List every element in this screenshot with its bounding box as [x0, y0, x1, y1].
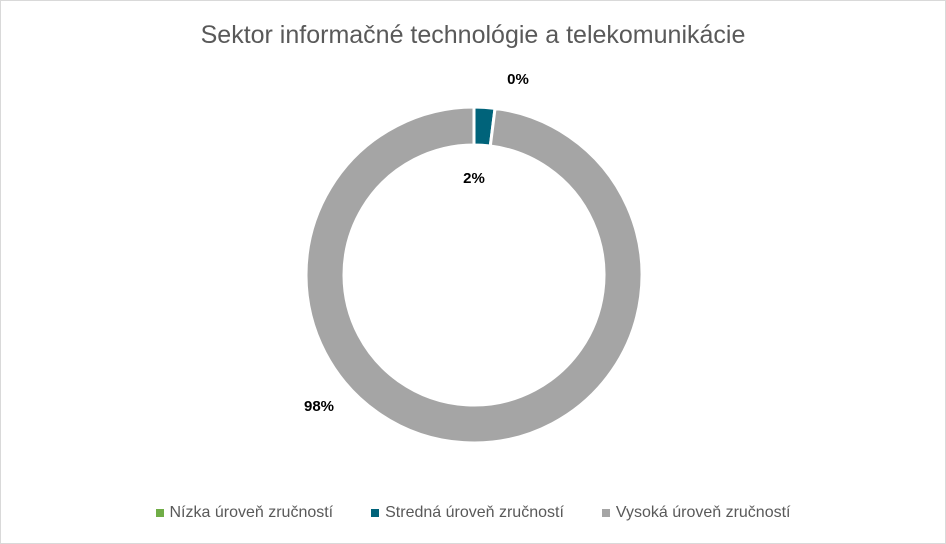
legend: Nízka úroveň zručností Stredná úroveň zr…: [1, 504, 945, 522]
data-label-low: 0%: [507, 71, 529, 88]
legend-item-high: Vysoká úroveň zručností: [601, 504, 791, 522]
data-label-medium: 2%: [463, 170, 485, 187]
chart-title: Sektor informačné technológie a telekomu…: [200, 21, 746, 49]
legend-label-high: Vysoká úroveň zručností: [615, 504, 791, 521]
legend-swatch-high: [601, 509, 610, 517]
legend-item-medium: Stredná úroveň zručností: [371, 504, 564, 522]
legend-swatch-low: [155, 509, 164, 517]
slice-high: [304, 105, 644, 445]
legend-swatch-medium: [371, 509, 380, 517]
legend-item-low: Nízka úroveň zručností: [155, 504, 334, 522]
legend-label-low: Nízka úroveň zručností: [169, 504, 334, 521]
legend-label-medium: Stredná úroveň zručností: [385, 504, 564, 521]
data-label-high: 98%: [304, 398, 334, 415]
